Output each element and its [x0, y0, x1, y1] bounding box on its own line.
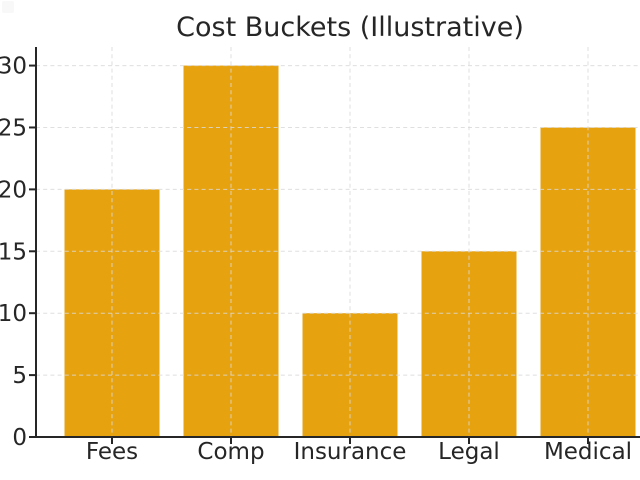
y-tick-label-25: 25 [0, 115, 27, 141]
y-tick-label-15: 15 [0, 239, 27, 265]
y-tick-label-30: 30 [0, 54, 27, 80]
y-tick-label-5: 5 [12, 363, 27, 389]
y-tick-label-10: 10 [0, 301, 27, 327]
x-tick-label-comp: Comp [197, 439, 264, 465]
x-tick-label-legal: Legal [438, 439, 500, 465]
bar-medical [540, 127, 636, 437]
screenshot-artifact [2, 1, 14, 13]
x-tick-label-fees: Fees [86, 439, 138, 465]
y-tick-label-20: 20 [0, 177, 27, 203]
y-tick-label-0: 0 [12, 425, 27, 451]
chart-title: Cost Buckets (Illustrative) [176, 12, 524, 43]
x-tick-label-medical: Medical [544, 439, 632, 465]
x-tick-label-insurance: Insurance [294, 439, 407, 465]
